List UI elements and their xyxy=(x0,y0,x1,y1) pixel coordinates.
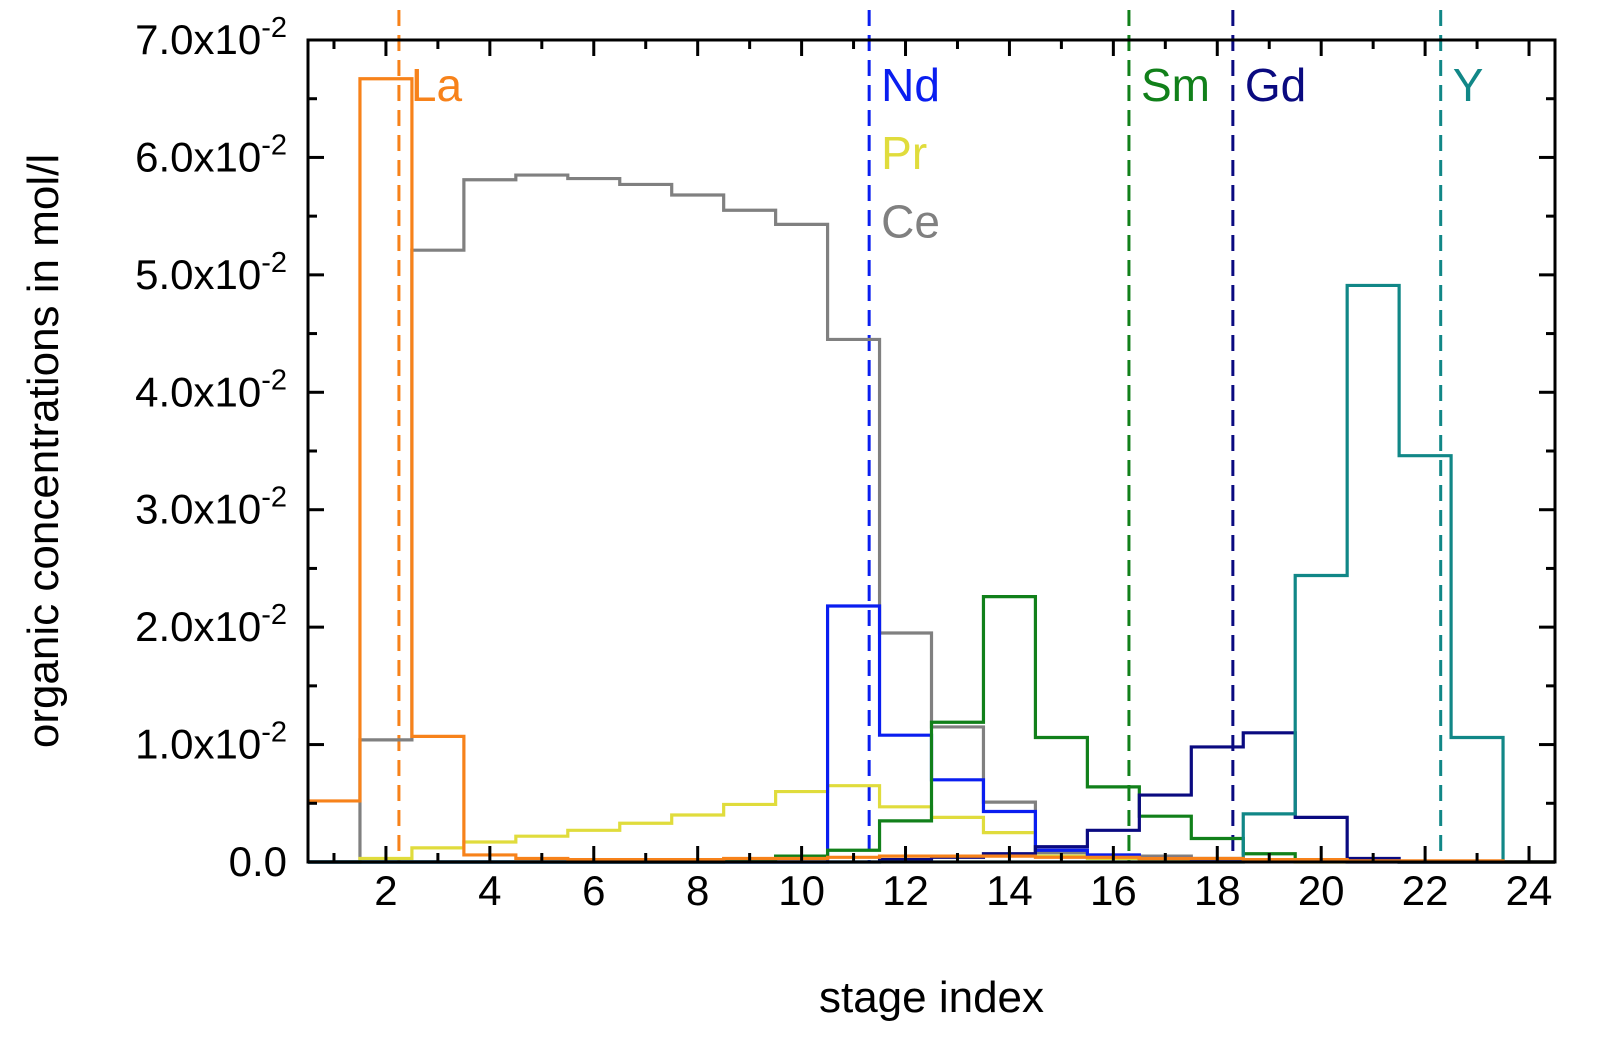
y-axis-title: organic concentrations in mol/l xyxy=(19,154,68,748)
x-tick-labels: 2 4 6 8 10 12 14 16 18 20 22 24 xyxy=(374,867,1552,914)
x-tick-label: 10 xyxy=(778,867,825,914)
x-tick-label: 16 xyxy=(1090,867,1137,914)
y-tick-label: 1.0x10-2 xyxy=(135,717,287,768)
x-tick-label: 4 xyxy=(478,867,501,914)
annotation-sm: Sm xyxy=(1141,59,1210,111)
x-axis-title: stage index xyxy=(819,973,1044,1022)
x-tick-label: 6 xyxy=(582,867,605,914)
axis-ticks xyxy=(308,38,1555,864)
y-tick-label: 6.0x10-2 xyxy=(135,129,287,180)
x-tick-label: 22 xyxy=(1402,867,1449,914)
y-tick-label: 4.0x10-2 xyxy=(135,364,287,415)
x-tick-label: 2 xyxy=(374,867,397,914)
x-tick-label: 14 xyxy=(986,867,1033,914)
y-tick-labels: 0.0 1.0x10-2 2.0x10-2 3.0x10-2 4.0x10-2 5.0x1… xyxy=(135,12,287,885)
x-tick-label: 20 xyxy=(1298,867,1345,914)
annotation-y: Y xyxy=(1453,59,1484,111)
y-tick-label: 7.0x10-2 xyxy=(135,12,287,63)
y-tick-label: 5.0x10-2 xyxy=(135,247,287,298)
x-tick-label: 12 xyxy=(882,867,929,914)
y-tick-label: 0.0 xyxy=(229,838,287,885)
x-tick-label: 24 xyxy=(1506,867,1553,914)
element-annotations: La Nd Pr Ce Sm Gd Y xyxy=(411,59,1483,247)
y-tick-label: 3.0x10-2 xyxy=(135,482,287,533)
annotation-ce: Ce xyxy=(881,195,940,247)
y-tick-label: 2.0x10-2 xyxy=(135,599,287,650)
x-tick-label: 8 xyxy=(686,867,709,914)
annotation-gd: Gd xyxy=(1245,59,1306,111)
vertical-dashed-markers xyxy=(397,10,1443,862)
annotation-la: La xyxy=(411,59,463,111)
x-tick-label: 18 xyxy=(1194,867,1241,914)
series-la xyxy=(308,77,1555,864)
annotation-nd: Nd xyxy=(881,59,940,111)
annotation-pr: Pr xyxy=(881,127,927,179)
